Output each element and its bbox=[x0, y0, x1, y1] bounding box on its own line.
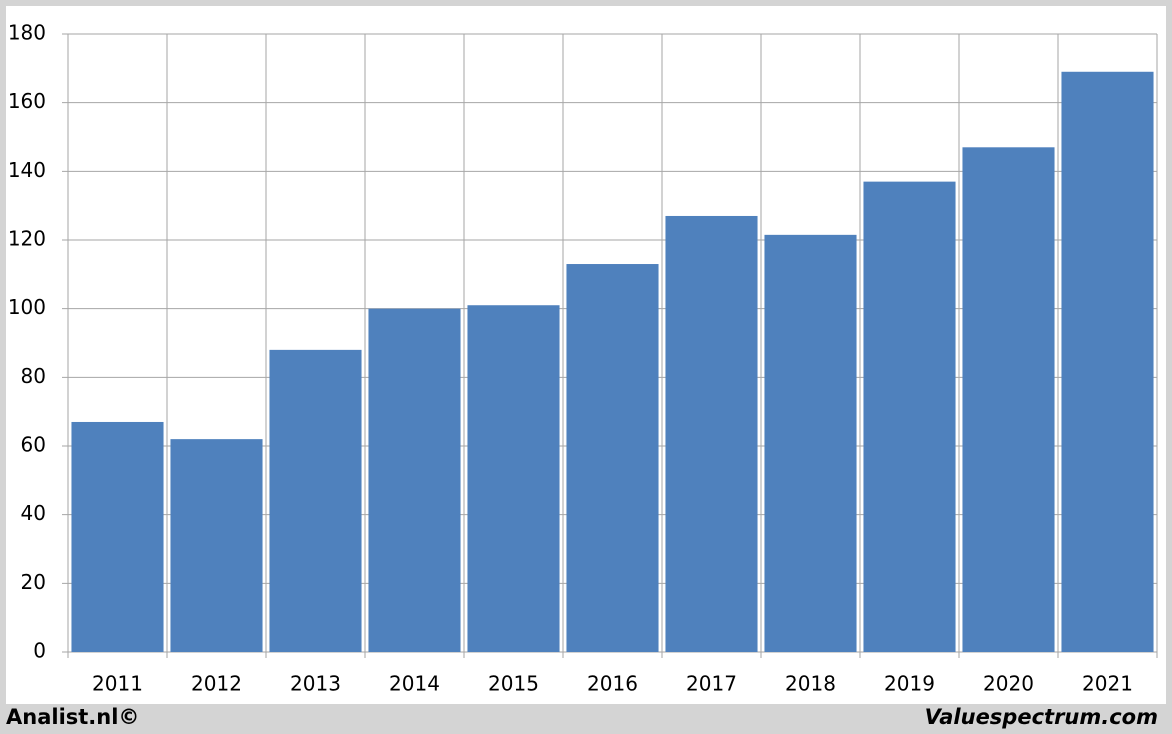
source-left: Analist.nl© bbox=[6, 705, 139, 729]
x-tick-label: 2014 bbox=[389, 672, 440, 696]
y-tick-label: 80 bbox=[21, 364, 46, 388]
y-tick-label: 120 bbox=[8, 227, 46, 251]
x-tick-label: 2018 bbox=[785, 672, 836, 696]
y-tick-label: 40 bbox=[21, 501, 46, 525]
bar bbox=[71, 421, 164, 652]
bar bbox=[566, 264, 659, 652]
bar bbox=[368, 308, 461, 652]
x-tick-label: 2016 bbox=[587, 672, 638, 696]
y-tick-label: 0 bbox=[33, 639, 46, 663]
y-tick-label: 180 bbox=[8, 21, 46, 45]
bar bbox=[467, 305, 560, 652]
x-tick-label: 2013 bbox=[290, 672, 341, 696]
x-tick-label: 2020 bbox=[983, 672, 1034, 696]
y-tick-label: 60 bbox=[21, 433, 46, 457]
bar bbox=[170, 439, 263, 652]
bar bbox=[962, 147, 1055, 653]
y-tick-label: 20 bbox=[21, 570, 46, 594]
x-tick-label: 2011 bbox=[92, 672, 143, 696]
y-tick-label: 100 bbox=[8, 295, 46, 319]
bar bbox=[863, 181, 956, 652]
x-tick-label: 2015 bbox=[488, 672, 539, 696]
x-tick-label: 2019 bbox=[884, 672, 935, 696]
x-tick-label: 2021 bbox=[1082, 672, 1133, 696]
bar bbox=[269, 349, 362, 652]
y-tick-label: 140 bbox=[8, 158, 46, 182]
x-tick-label: 2017 bbox=[686, 672, 737, 696]
bar bbox=[764, 234, 857, 652]
source-right: Valuespectrum.com bbox=[925, 705, 1158, 729]
y-tick-label: 160 bbox=[8, 89, 46, 113]
bar bbox=[665, 215, 758, 652]
x-tick-label: 2012 bbox=[191, 672, 242, 696]
bar bbox=[1061, 71, 1154, 653]
